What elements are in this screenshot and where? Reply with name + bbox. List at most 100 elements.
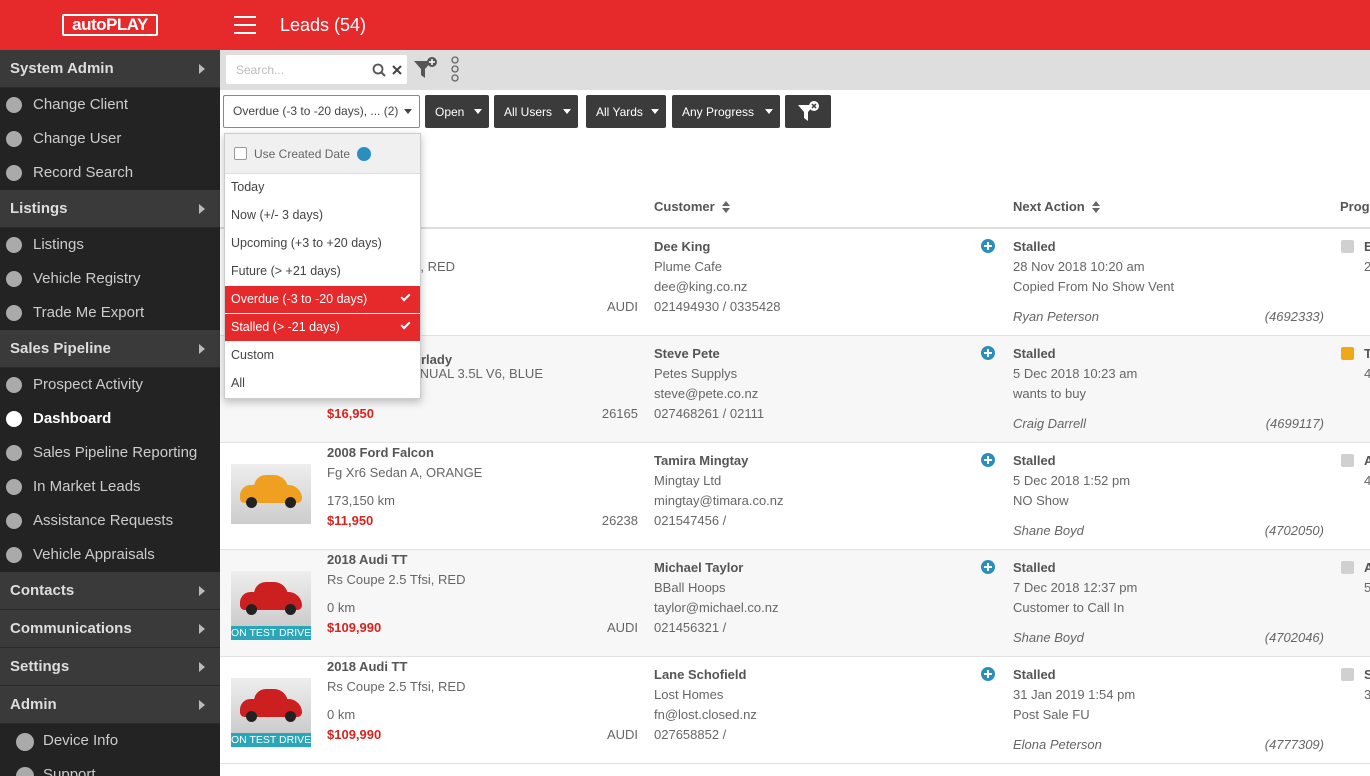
car-roof [254,582,288,596]
menu-option[interactable] [225,230,420,257]
action-note: NO Show [1013,493,1069,508]
car-roof [254,475,288,489]
caret [765,109,773,114]
sidebar-section[interactable] [0,686,220,724]
sidebar-section[interactable] [0,610,220,648]
vehicle-title: 2008 Ford Falcon [327,445,434,460]
vehicle-price: $109,990 [327,620,382,635]
menu-option[interactable] [225,202,420,229]
progress-sub: 5 [1364,580,1370,595]
column-header[interactable]: Next Action [1013,199,1085,214]
car-wheel [285,497,296,508]
vehicle-title: rlady [421,352,453,367]
help-icon[interactable] [357,147,371,161]
sort-down [722,208,730,213]
vehicle-description: ANUAL 3.5L V6, BLUE [411,366,543,381]
menu-option-label: Stalled (> -21 days) [231,320,340,334]
add-action-plus-v [987,349,989,357]
filter-add-icon[interactable] [412,56,440,82]
progress-sub: 4 [1364,473,1370,488]
sidebar-item-label: Change User [33,130,122,147]
sidebar-icon [6,547,22,563]
sidebar-icon [6,305,22,321]
action-person: Ryan Peterson [1013,309,1099,324]
toolbar [220,50,1370,90]
kebab-icon[interactable] [449,56,461,84]
customer-name: Michael Taylor [654,560,744,575]
menu-option[interactable] [225,370,420,397]
table-row[interactable] [220,550,1370,657]
action-status: Stalled [1013,239,1056,254]
action-id: (4692333) [1264,309,1324,324]
caret [563,109,571,114]
menu-toggle[interactable] [234,16,256,34]
section-label: Sales Pipeline [10,340,111,357]
section-arrow [199,700,205,710]
action-date: 31 Jan 2019 1:54 pm [1013,687,1136,702]
progress-text: A [1364,560,1370,575]
action-person: Shane Boyd [1013,523,1084,538]
date-filter[interactable] [223,95,420,128]
page-title: Leads (54) [280,15,367,35]
section-label: Listings [10,200,68,217]
sidebar-section[interactable] [0,330,220,368]
sidebar-item-label: Dashboard [33,410,112,427]
sidebar-item-label: Listings [33,236,84,253]
table-row[interactable] [220,657,1370,764]
table-row[interactable] [220,443,1370,550]
action-note: Copied From No Show Vent [1013,279,1175,294]
section-label: Contacts [10,582,75,599]
car-wheel [285,711,296,722]
action-status: Stalled [1013,346,1056,361]
filter-button-label: Open [435,105,465,119]
checkbox[interactable] [234,147,247,160]
customer-detail: BBall Hoops [654,580,726,595]
sidebar-section[interactable] [0,572,220,610]
add-action-plus-v [987,563,989,571]
sidebar-item-label: Support [43,766,96,776]
progress-text: A [1364,453,1370,468]
sidebar-section[interactable] [0,648,220,686]
menu-option[interactable] [225,314,420,341]
progress-sub: 3 [1364,687,1370,702]
search-icons[interactable] [370,60,406,80]
sidebar-icon [6,97,22,113]
progress-flag [1341,668,1354,681]
search-box[interactable] [226,55,407,84]
section-arrow [199,662,205,672]
sort-up [722,201,730,206]
column-header[interactable]: Progr [1340,199,1370,214]
filter-icon [798,101,819,121]
menu-option[interactable] [225,174,420,201]
date-filter-label: Overdue (-3 to -20 days), ... (2) [233,104,399,118]
menu-option[interactable] [225,286,420,313]
menu-option[interactable] [225,342,420,369]
sidebar-section[interactable] [0,190,220,228]
section-label: System Admin [10,60,114,77]
customer-detail: Mingtay Ltd [654,473,722,488]
vehicle-price: $11,950 [327,513,374,528]
vehicle-title: 2018 Audi TT [327,552,408,567]
sidebar-section[interactable] [0,50,220,88]
checkbox-label: Use Created Date [254,147,351,161]
logo: autoPLAY [62,14,158,36]
action-person: Shane Boyd [1013,630,1084,645]
filter-apply[interactable] [785,95,831,128]
column-header[interactable]: Customer [654,199,715,214]
action-status: Stalled [1013,560,1056,575]
sidebar-item-label: Vehicle Appraisals [33,546,155,563]
vehicle-description: Rs Coupe 2.5 Tfsi, RED [327,679,466,694]
action-id: (4702046) [1264,630,1324,645]
menu-option[interactable] [225,258,420,285]
car-wheel [246,711,257,722]
customer-detail: steve@pete.co.nz [654,386,759,401]
car-wheel [246,604,257,615]
sidebar-icon [6,165,22,181]
vehicle-stock: AUDI [606,727,638,742]
customer-detail: 021547456 / [654,513,727,528]
customer-name: Lane Schofield [654,667,747,682]
action-date: 5 Dec 2018 1:52 pm [1013,473,1131,488]
filter-button[interactable] [672,95,780,128]
customer-detail: fn@lost.closed.nz [654,707,757,722]
